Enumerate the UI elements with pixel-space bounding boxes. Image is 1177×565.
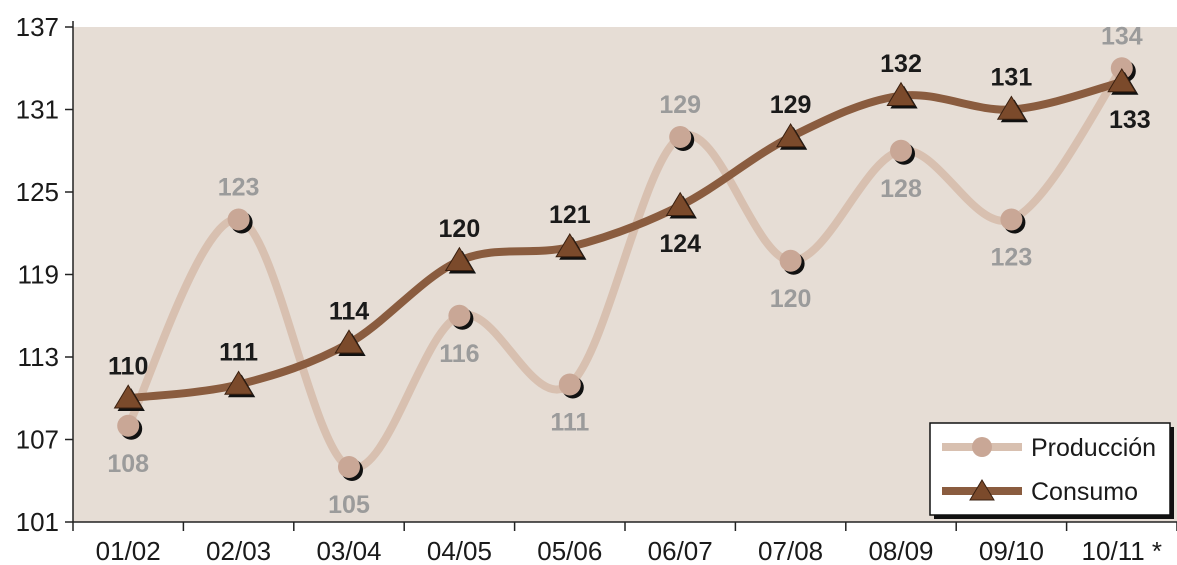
triangle-marker bbox=[444, 246, 474, 271]
x-tick-label: 03/04 bbox=[316, 536, 381, 565]
triangle-marker bbox=[1107, 68, 1137, 93]
x-tick-label: 06/07 bbox=[648, 536, 713, 565]
series-layer bbox=[113, 57, 1139, 481]
circle-marker bbox=[558, 373, 581, 396]
data-label: 120 bbox=[439, 215, 481, 243]
data-label: 110 bbox=[108, 352, 148, 380]
circle-marker bbox=[890, 139, 912, 162]
data-label: 114 bbox=[329, 297, 369, 325]
data-label: 129 bbox=[659, 91, 701, 119]
x-tick-label: 08/09 bbox=[868, 536, 933, 565]
x-tick-label: 02/03 bbox=[206, 536, 271, 565]
triangle-marker bbox=[224, 370, 254, 395]
data-label: 120 bbox=[770, 285, 812, 313]
x-tick-label: 05/06 bbox=[537, 536, 602, 565]
data-label: 121 bbox=[549, 201, 591, 229]
data-label: 116 bbox=[439, 340, 479, 368]
x-tick-label: 04/05 bbox=[427, 536, 492, 565]
data-label: 108 bbox=[107, 450, 149, 478]
circle-marker bbox=[779, 249, 802, 272]
series-consumo bbox=[113, 68, 1139, 411]
triangle-marker bbox=[776, 123, 806, 148]
triangle-marker bbox=[334, 329, 364, 354]
legend: Producción Consumo bbox=[929, 422, 1174, 519]
legend-marker bbox=[969, 479, 995, 501]
data-labels: 108 123 105 116 111 129 120 128 123 134 110 111 114 1… bbox=[107, 22, 1150, 519]
y-tick-label: 137 bbox=[16, 12, 59, 42]
data-label: 131 bbox=[991, 64, 1033, 92]
data-label: 105 bbox=[328, 491, 370, 519]
data-label: 111 bbox=[550, 409, 589, 437]
data-label: 132 bbox=[880, 50, 922, 78]
series-line bbox=[124, 64, 1126, 473]
series-produccion bbox=[117, 57, 1136, 481]
triangle-marker bbox=[555, 233, 585, 258]
y-tick-label: 125 bbox=[16, 177, 59, 207]
triangle-marker bbox=[886, 81, 916, 106]
triangle-marker bbox=[665, 191, 695, 216]
circle-marker bbox=[448, 304, 471, 327]
data-label: 133 bbox=[1109, 106, 1151, 134]
x-tick-label: 09/10 bbox=[979, 536, 1044, 565]
data-label: 111 bbox=[219, 339, 258, 367]
y-tick-label: 101 bbox=[16, 507, 59, 537]
circle-marker bbox=[338, 456, 360, 478]
legend-label: Consumo bbox=[1031, 478, 1138, 506]
y-tick-label: 113 bbox=[18, 342, 59, 372]
data-label: 129 bbox=[770, 91, 812, 119]
x-tick-label: 07/08 bbox=[758, 536, 823, 565]
series-line bbox=[124, 78, 1126, 403]
circle-marker bbox=[227, 208, 250, 231]
x-tick-label: 10/11 * bbox=[1082, 536, 1162, 565]
data-label: 123 bbox=[218, 174, 260, 202]
circle-marker bbox=[117, 414, 140, 437]
axes bbox=[65, 21, 1177, 531]
triangle-marker bbox=[113, 384, 143, 409]
legend-marker bbox=[972, 437, 992, 457]
y-tick-label: 131 bbox=[16, 95, 59, 125]
data-label: 128 bbox=[880, 175, 922, 203]
x-tick-labels: 01/02 02/03 03/04 04/05 05/06 06/07 07/08 08/09… bbox=[96, 536, 1162, 565]
legend-label: Producción bbox=[1031, 434, 1156, 462]
triangle-marker bbox=[996, 95, 1026, 120]
y-tick-label: 119 bbox=[18, 260, 59, 290]
circle-marker bbox=[669, 126, 692, 148]
data-label: 134 bbox=[1101, 22, 1143, 50]
y-tick-label: 107 bbox=[16, 425, 59, 455]
y-tick-labels: 101 107 113 119 125 131 137 bbox=[16, 12, 59, 537]
data-label: 123 bbox=[991, 244, 1033, 272]
legend-items: Producción Consumo bbox=[942, 434, 1156, 506]
x-tick-label: 01/02 bbox=[96, 536, 161, 565]
circle-marker bbox=[1000, 208, 1023, 231]
data-label: 124 bbox=[659, 230, 701, 258]
